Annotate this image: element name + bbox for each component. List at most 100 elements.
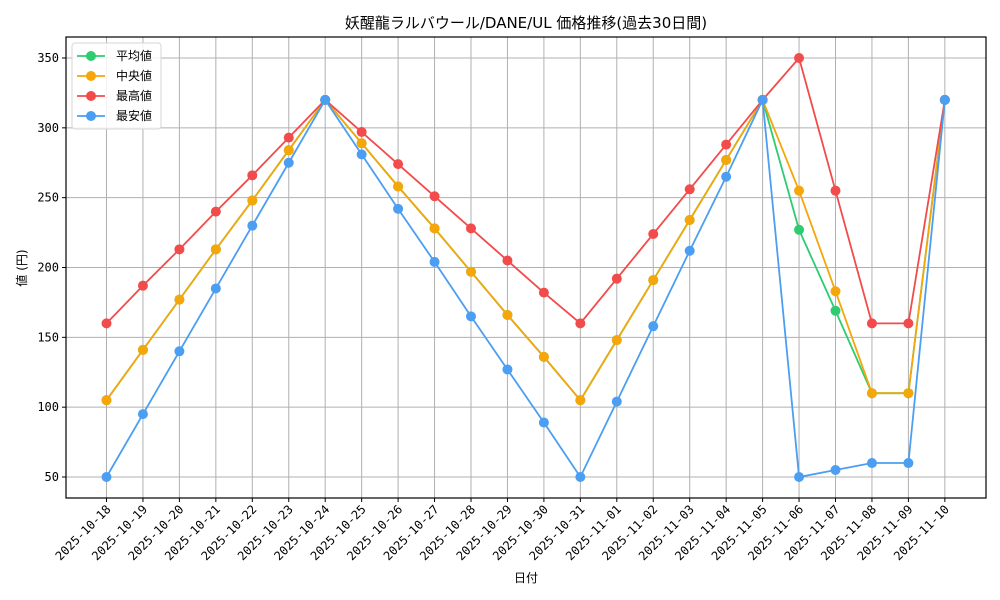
data-point: [466, 223, 476, 234]
data-point: [721, 171, 732, 182]
data-point: [247, 170, 258, 181]
data-point: [575, 472, 586, 482]
data-point: [502, 364, 513, 375]
data-point: [903, 388, 914, 399]
data-point: [538, 351, 549, 362]
data-point: [684, 245, 695, 256]
legend-label: 平均値: [116, 48, 152, 63]
series-path: [105, 97, 946, 402]
data-point: [538, 287, 549, 298]
data-point: [866, 458, 877, 469]
data-point: [830, 185, 841, 196]
data-point: [794, 224, 805, 235]
data-point: [466, 266, 476, 277]
data-point: [648, 321, 659, 332]
data-point: [429, 223, 440, 234]
data-point: [866, 388, 877, 399]
data-point: [721, 139, 732, 150]
x-axis-label: 日付: [514, 571, 538, 585]
y-tick-label: 150: [37, 330, 59, 344]
y-tick-label: 350: [37, 51, 59, 65]
data-point: [648, 228, 659, 239]
data-point: [611, 273, 622, 284]
legend-marker-icon: [86, 71, 96, 81]
series-path: [105, 97, 946, 402]
data-point: [794, 472, 805, 482]
data-point: [939, 94, 950, 105]
data-point: [429, 191, 440, 202]
data-point: [611, 396, 622, 407]
data-point: [137, 344, 148, 355]
legend-marker-icon: [86, 111, 96, 121]
data-point: [356, 149, 367, 160]
data-point: [283, 157, 294, 168]
data-point: [429, 256, 440, 267]
data-point: [247, 220, 258, 231]
data-point: [866, 318, 877, 329]
data-point: [794, 185, 805, 196]
data-point: [502, 255, 513, 266]
legend-marker-icon: [86, 51, 96, 61]
series-line: [101, 94, 950, 482]
data-point: [356, 138, 367, 149]
legend-item: 平均値: [77, 48, 152, 63]
y-tick-label: 200: [37, 261, 59, 275]
data-point: [903, 318, 914, 329]
data-point: [137, 409, 148, 420]
y-axis-label: 値 (円): [14, 249, 29, 286]
data-point: [575, 395, 586, 406]
x-axis-ticks: 2025-10-182025-10-192025-10-202025-10-21…: [53, 498, 952, 563]
y-tick-label: 100: [37, 400, 59, 414]
data-point: [137, 280, 148, 291]
data-point: [210, 206, 221, 217]
data-point: [393, 181, 404, 192]
legend-label: 最高値: [116, 88, 152, 103]
legend-item: 中央値: [77, 68, 152, 83]
data-point: [575, 318, 586, 329]
data-series: [101, 53, 950, 482]
chart-title: 妖醒龍ラルバウール/DANE/UL 価格推移(過去30日間): [345, 14, 707, 32]
grid-lines: [66, 37, 986, 498]
legend-marker-icon: [86, 91, 96, 101]
data-point: [794, 53, 805, 63]
y-axis-ticks: 50 100 150 200 250 300 350: [37, 51, 66, 484]
data-point: [247, 195, 258, 206]
data-point: [101, 395, 112, 406]
data-point: [757, 94, 768, 105]
data-point: [174, 294, 185, 305]
legend-item: 最高値: [77, 88, 152, 103]
legend-label: 最安値: [116, 108, 152, 123]
data-point: [830, 465, 841, 476]
data-point: [393, 203, 404, 214]
legend-label: 中央値: [116, 68, 152, 83]
data-point: [101, 472, 112, 482]
data-point: [830, 305, 841, 316]
data-point: [830, 286, 841, 297]
data-point: [502, 309, 513, 320]
data-point: [210, 244, 221, 255]
series-path: [105, 96, 946, 479]
series-line: [101, 53, 950, 329]
legend-box: [71, 42, 162, 130]
data-point: [210, 283, 221, 294]
data-point: [538, 417, 549, 428]
data-point: [466, 311, 476, 322]
series-path: [105, 56, 946, 325]
y-tick-label: 300: [37, 121, 59, 135]
data-point: [356, 127, 367, 138]
data-point: [684, 215, 695, 226]
data-point: [648, 275, 659, 286]
data-point: [903, 458, 914, 469]
data-point: [684, 184, 695, 195]
data-point: [101, 318, 112, 329]
data-point: [721, 154, 732, 165]
data-point: [283, 145, 294, 156]
data-point: [174, 244, 185, 255]
data-point: [320, 94, 331, 105]
y-tick-label: 250: [37, 191, 59, 205]
data-point: [393, 159, 404, 170]
y-tick-label: 50: [45, 470, 59, 484]
data-point: [283, 132, 294, 143]
